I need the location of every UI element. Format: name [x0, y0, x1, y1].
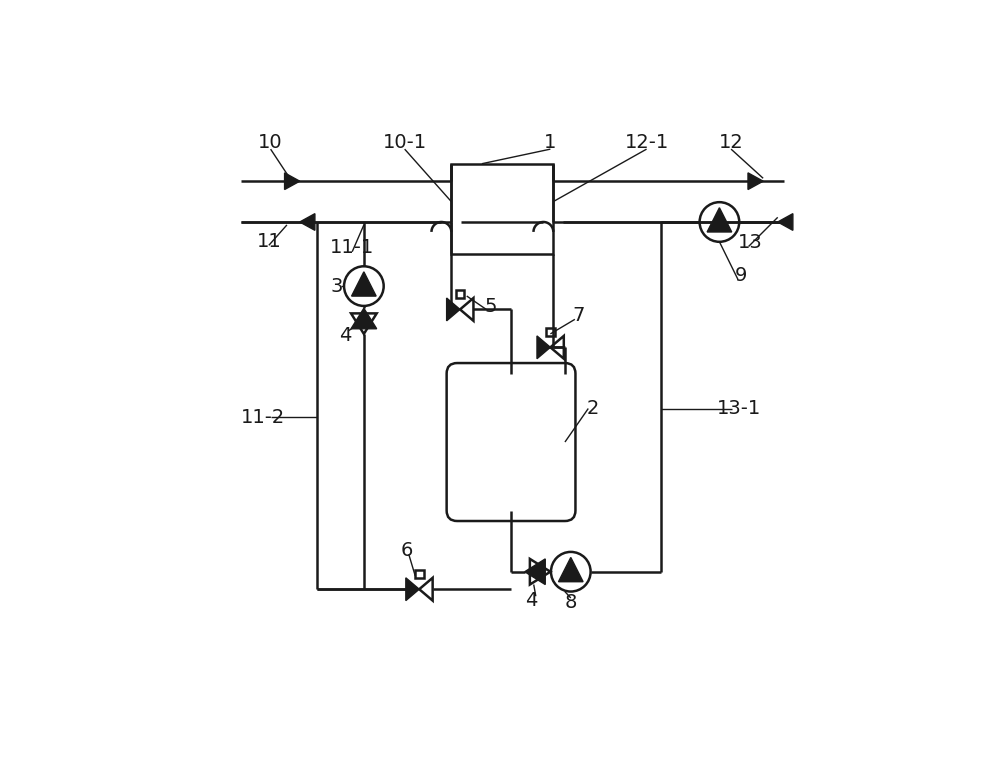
Text: 1: 1 — [544, 132, 557, 151]
Text: 8: 8 — [565, 593, 577, 612]
Text: 3: 3 — [330, 276, 343, 295]
Text: 13-1: 13-1 — [717, 399, 761, 418]
Polygon shape — [778, 213, 793, 230]
Polygon shape — [525, 559, 545, 584]
Text: 4: 4 — [526, 591, 538, 610]
Text: 11-2: 11-2 — [241, 408, 285, 427]
Text: 11-1: 11-1 — [330, 238, 374, 257]
Text: 9: 9 — [735, 266, 747, 285]
Polygon shape — [406, 578, 419, 600]
Polygon shape — [537, 336, 550, 359]
Text: 12-1: 12-1 — [624, 132, 669, 151]
Bar — [415, 570, 424, 578]
Polygon shape — [352, 272, 376, 296]
Bar — [456, 290, 464, 298]
Polygon shape — [707, 207, 732, 232]
Polygon shape — [285, 173, 300, 189]
Polygon shape — [748, 173, 763, 189]
Text: 4: 4 — [339, 326, 351, 345]
Text: 2: 2 — [587, 399, 599, 418]
Text: 12: 12 — [719, 132, 743, 151]
Text: 11: 11 — [256, 232, 281, 251]
Text: 10-1: 10-1 — [383, 132, 427, 151]
Polygon shape — [447, 298, 460, 321]
Text: 6: 6 — [400, 540, 413, 559]
Polygon shape — [300, 213, 315, 230]
Polygon shape — [351, 308, 377, 329]
Text: 5: 5 — [485, 297, 497, 316]
Bar — [546, 328, 555, 336]
Text: 13: 13 — [738, 233, 763, 252]
Polygon shape — [559, 557, 583, 581]
Text: 7: 7 — [573, 306, 585, 325]
Bar — [451, 164, 553, 254]
Text: 10: 10 — [258, 132, 283, 151]
